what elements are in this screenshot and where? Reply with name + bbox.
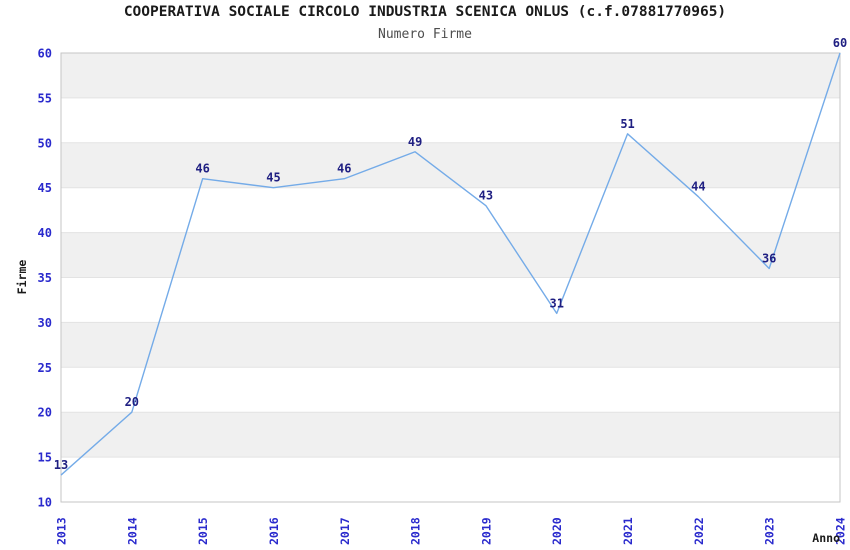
y-tick-label: 25 [38,361,52,375]
x-tick-label: 2017 [338,517,352,545]
y-axis-title: Firme [15,260,29,295]
y-tick-label: 60 [38,47,52,61]
x-tick-label: 2019 [479,517,493,545]
data-point-label: 46 [195,162,209,176]
x-tick-label: 2018 [409,517,423,545]
plot-band [61,187,840,233]
plot-band [61,412,840,458]
data-point-label: 45 [266,171,280,185]
y-tick-label: 45 [38,181,52,195]
plot-band [61,322,840,368]
chart-subtitle: Numero Firme [378,27,472,42]
y-tick-label: 40 [38,226,52,240]
gridlines-layer [60,52,841,503]
data-labels-layer: 13 20 46 45 46 49 43 31 51 44 36 60 [54,36,847,472]
series-layer [60,52,841,476]
data-point-label: 43 [479,189,493,203]
chart-line [60,52,841,476]
plot-band [61,97,840,143]
data-point-label: 60 [833,36,847,50]
data-point-label: 20 [125,395,139,409]
x-tick-label: 2021 [621,517,635,545]
data-point-label: 36 [762,252,776,266]
y-tick-label: 10 [38,496,52,510]
plot-band [61,53,840,98]
x-tick-label: 2015 [196,517,210,545]
y-tick-label: 35 [38,271,52,285]
y-tick-label: 15 [38,451,52,465]
page-title: COOPERATIVA SOCIALE CIRCOLO INDUSTRIA SC… [123,4,727,20]
x-tick-label: 2013 [55,517,69,545]
x-tick-label: 2023 [763,517,777,545]
plot-band [61,457,840,502]
data-point-label: 13 [54,458,68,472]
x-tick-label: 2024 [834,517,848,545]
x-axis-title: Anno [812,531,840,545]
x-tick-label: 2016 [267,517,281,545]
plot-band [61,142,840,188]
data-point-label: 44 [691,180,705,194]
y-tick-label: 50 [38,136,52,150]
x-tick-label: 2020 [550,517,564,545]
y-tick-label: 20 [38,406,52,420]
y-tick-label: 30 [38,316,52,330]
x-tick-label: 2014 [125,517,139,545]
plot-band [61,367,840,413]
plot-border [60,52,841,503]
plot-band [61,277,840,323]
data-point-label: 46 [337,162,351,176]
plot-band [61,232,840,278]
data-point-label: 49 [408,135,422,149]
plot-bands-layer [61,53,840,502]
data-point-label: 31 [550,296,564,310]
y-tick-label: 55 [38,91,52,105]
data-point-label: 51 [620,117,634,131]
x-tick-label: 2022 [692,517,706,545]
